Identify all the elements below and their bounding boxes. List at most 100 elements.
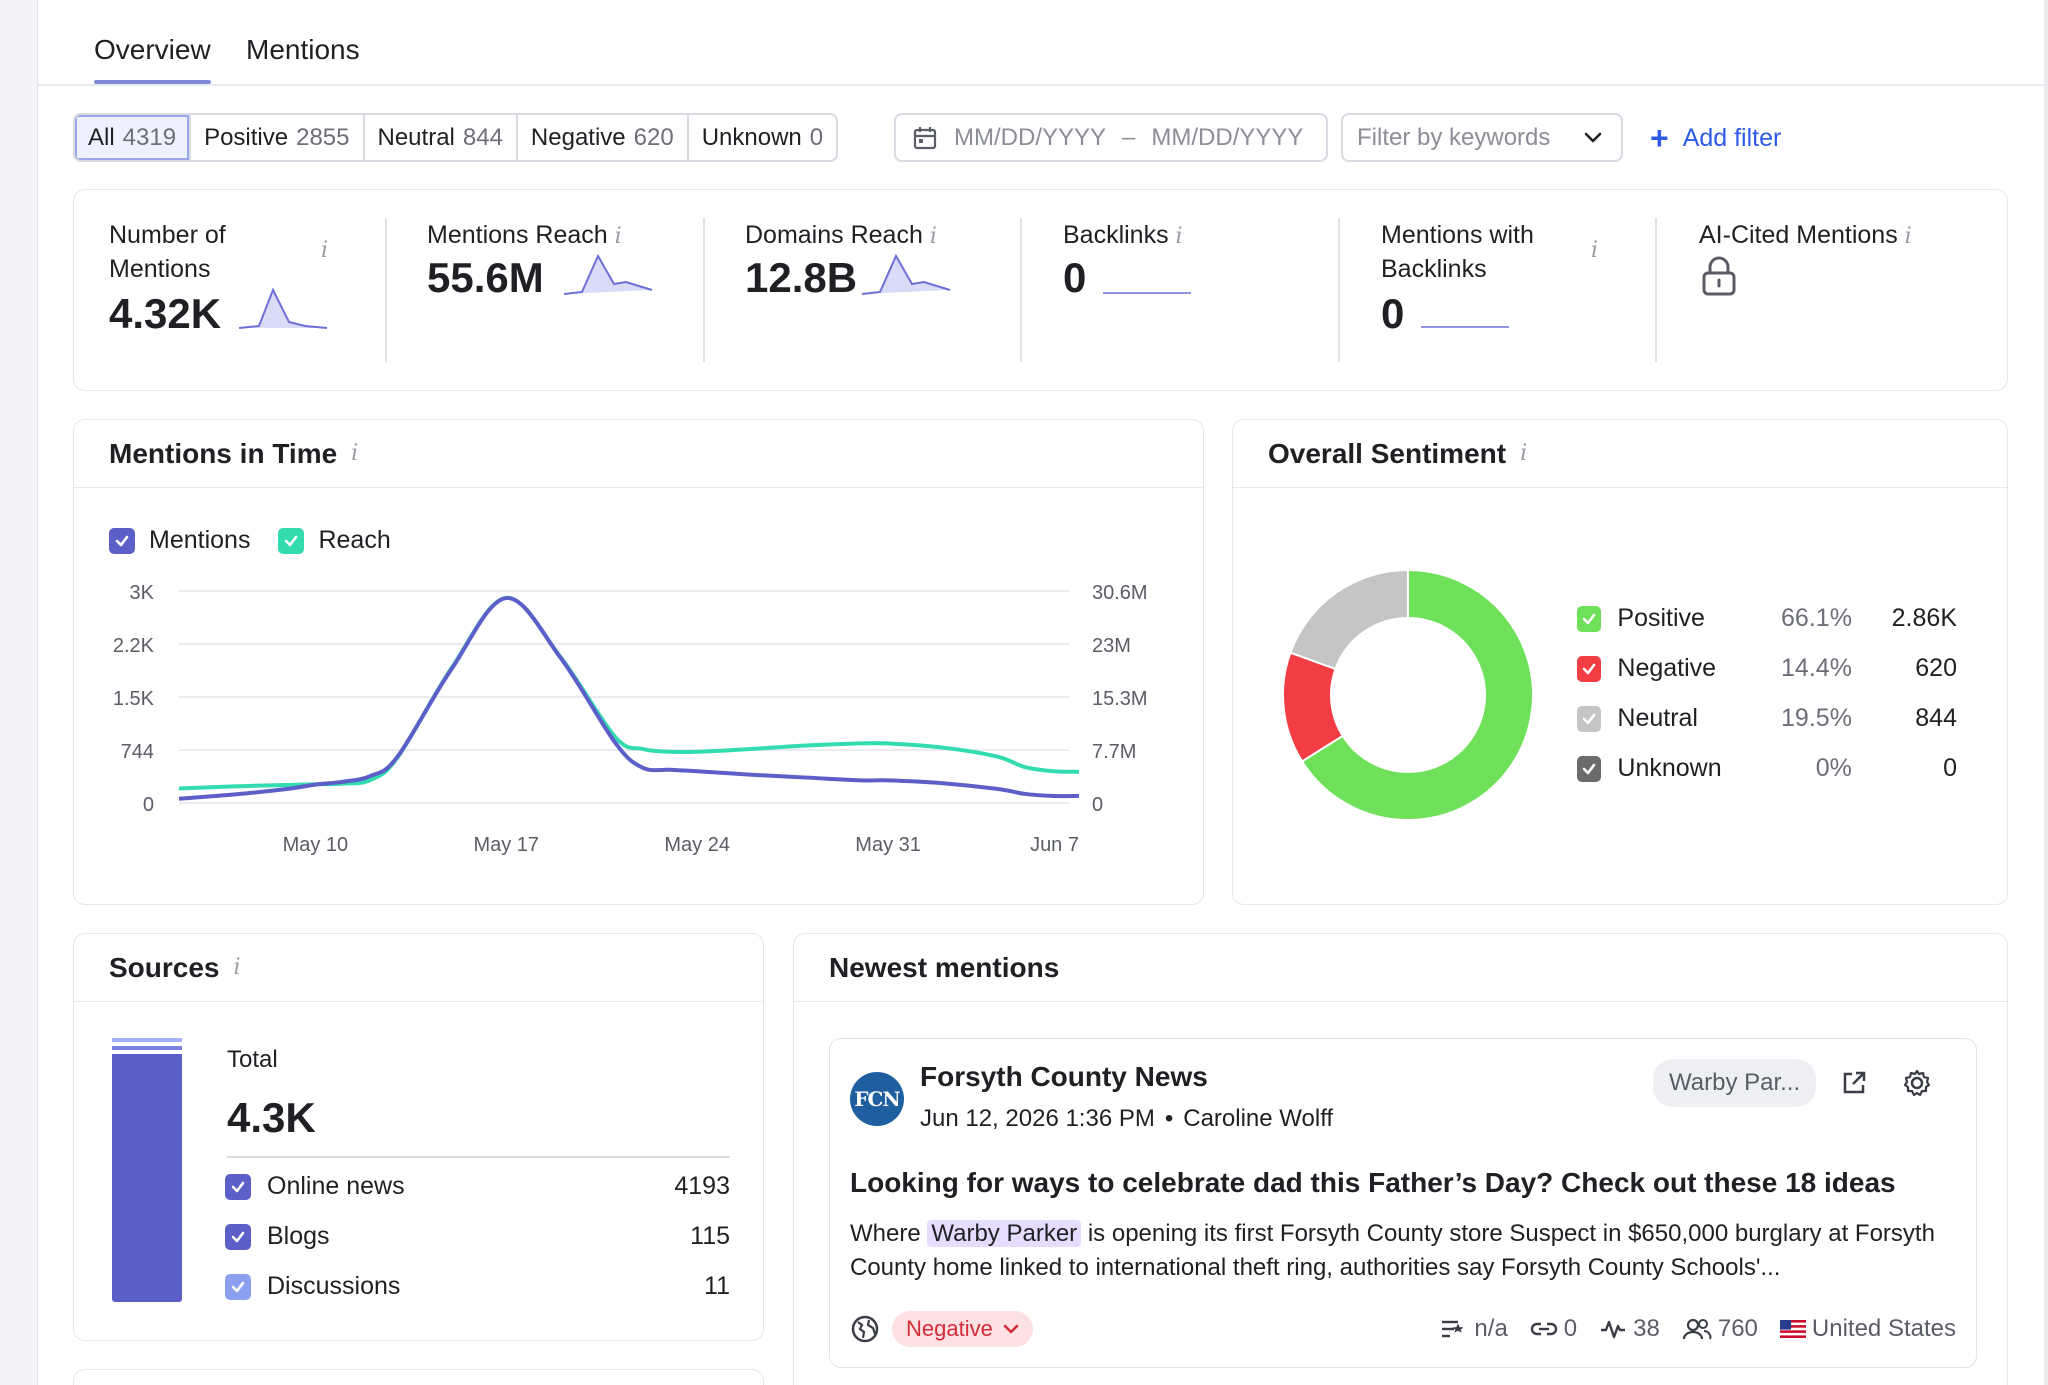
metric-label: Number of Mentions (109, 221, 226, 283)
metric-label: Mentions with Backlinks (1381, 221, 1534, 283)
y-right-tick-label: 7.7M (1092, 741, 1136, 763)
sentiment-legend-unknown[interactable]: Unknown 0% 0 (1577, 754, 1957, 783)
filter-count: 2855 (296, 123, 350, 151)
donut-slice-positive[interactable] (1300, 568, 1534, 821)
legend-mentions[interactable]: Mentions (109, 526, 250, 555)
metrics-card: Number of Mentions i 4.32K Mentions Reac… (73, 189, 2008, 391)
y-left-tick-label: 2.2K (113, 635, 155, 657)
sparkline (564, 253, 653, 295)
filter-neutral[interactable]: Neutral 844 (365, 115, 518, 160)
info-icon[interactable]: i (1591, 238, 1599, 263)
mention-stats: n/a 0 38 760 United States (1440, 1311, 1956, 1347)
sentiment-donut-chart[interactable] (1273, 560, 1543, 830)
filter-positive[interactable]: Positive 2855 (191, 115, 365, 160)
checkbox-checked-icon (1577, 605, 1602, 632)
keyword-filter-placeholder: Filter by keywords (1357, 123, 1551, 151)
stat-activity: 38 (1599, 1315, 1660, 1343)
mention-headline[interactable]: Looking for ways to celebrate dad this F… (850, 1167, 1896, 1198)
bullet-separator: • (1164, 1105, 1174, 1132)
mention-source-name[interactable]: Forsyth County News (920, 1061, 1208, 1092)
gear-icon[interactable] (1902, 1068, 1932, 1098)
sparkline (1103, 292, 1191, 294)
info-icon[interactable]: i (929, 224, 937, 249)
us-flag-icon (1779, 1320, 1806, 1338)
calendar-icon (912, 125, 938, 151)
source-count: 4193 (674, 1172, 730, 1200)
tab-mentions[interactable]: Mentions (246, 34, 360, 65)
source-discussions[interactable]: Discussions 11 (225, 1272, 730, 1301)
sources-card: Sources i Total 4.3K Online news 4193 Bl… (73, 933, 764, 1341)
stat-country: United States (1779, 1315, 1956, 1343)
sources-total-label: Total (227, 1046, 278, 1073)
add-filter-label: Add filter (1682, 123, 1782, 152)
info-icon[interactable]: i (1520, 441, 1528, 466)
sentiment-name: Neutral (1617, 704, 1698, 732)
card-title: Overall Sentiment (1268, 437, 1507, 469)
sentiment-name: Unknown (1617, 754, 1722, 782)
sentiment-legend-negative[interactable]: Negative 14.4% 620 (1577, 654, 1957, 683)
newest-mentions-card: Newest mentions FCN Forsyth County News … (793, 933, 2008, 1385)
date-from-placeholder: MM/DD/YYYY (954, 123, 1107, 151)
filter-count: 0 (809, 123, 824, 151)
overall-sentiment-card: Overall Sentiment i Positive 66.1% 2.86K… (1232, 419, 2008, 905)
info-icon[interactable]: i (351, 441, 359, 466)
checkbox-checked-icon (225, 1173, 251, 1200)
sentiment-percent: 66.1% (1781, 604, 1852, 632)
card-header: Sources i (74, 934, 763, 1002)
source-online-news[interactable]: Online news 4193 (225, 1172, 730, 1201)
bar-segment-blogs (112, 1046, 182, 1050)
legend-reach[interactable]: Reach (278, 526, 391, 555)
sentiment-legend-neutral[interactable]: Neutral 19.5% 844 (1577, 704, 1957, 733)
card-title: Mentions in Time (109, 437, 338, 469)
keyword-tag-label: Warby Par... (1669, 1069, 1801, 1096)
tab-overview[interactable]: Overview (94, 34, 211, 84)
y-left-tick-label: 3K (130, 582, 155, 604)
filter-all[interactable]: All 4319 (75, 115, 192, 160)
filter-negative[interactable]: Negative 620 (518, 115, 689, 160)
stat-rank: n/a (1440, 1315, 1508, 1343)
series-line-mentions[interactable] (178, 596, 1080, 801)
metric-divider (1338, 218, 1340, 362)
mention-meta-line: Jun 12, 2026 1:36 PM • Caroline Wolff (920, 1105, 1333, 1133)
checkbox-checked-icon (1577, 705, 1602, 732)
info-icon[interactable]: i (614, 224, 622, 249)
add-filter-button[interactable]: + Add filter (1650, 120, 1781, 156)
chart-legend: Mentions Reach (109, 526, 391, 555)
card-header: Newest mentions (794, 934, 2007, 1002)
sources-stacked-bar[interactable] (112, 1038, 182, 1302)
info-icon[interactable]: i (233, 955, 241, 980)
metric-backlinks: Backlinks i 0 (1063, 190, 1323, 390)
info-icon[interactable]: i (1904, 224, 1912, 249)
bar-segment-online-news (112, 1054, 182, 1302)
tab-bar: Overview Mentions (38, 0, 2044, 86)
external-link-icon[interactable] (1840, 1069, 1868, 1097)
metric-number-of-mentions: Number of Mentions i 4.32K (109, 190, 339, 390)
sparkline (1421, 326, 1509, 328)
filter-unknown[interactable]: Unknown 0 (689, 115, 836, 160)
lock-icon[interactable] (1701, 256, 1737, 296)
info-icon[interactable]: i (1175, 224, 1183, 249)
metric-divider (385, 218, 387, 362)
donut-slice-neutral[interactable] (1289, 568, 1409, 671)
mention-item[interactable]: FCN Forsyth County News Jun 12, 2026 1:3… (829, 1038, 1977, 1368)
sentiment-name: Positive (1617, 604, 1705, 632)
keyword-tag[interactable]: Warby Par... (1653, 1059, 1817, 1107)
mention-author[interactable]: Caroline Wolff (1183, 1105, 1334, 1132)
metric-label: AI-Cited Mentions i (1699, 218, 1912, 254)
sentiment-percent: 0% (1815, 754, 1852, 782)
sentiment-legend-positive[interactable]: Positive 66.1% 2.86K (1577, 604, 1957, 633)
card-header: Overall Sentiment i (1233, 420, 2007, 488)
line-chart[interactable]: 3K 30.6M 2.2K 23M 1.5K 15.3M 744 7.7M 0 0 May 10 Ma… (74, 488, 1205, 906)
y-right-tick-label: 0 (1092, 794, 1103, 816)
sentiment-count: 0 (1943, 754, 1957, 782)
source-blogs[interactable]: Blogs 115 (225, 1222, 730, 1251)
keyword-filter-dropdown[interactable]: Filter by keywords (1341, 113, 1623, 162)
source-count: 11 (704, 1272, 730, 1300)
scrollbar[interactable] (2044, 0, 2048, 1385)
snippet-text-after: is opening its first Forsyth County stor… (850, 1220, 1935, 1281)
date-range-picker[interactable]: MM/DD/YYYY – MM/DD/YYYY (894, 113, 1328, 162)
sentiment-count: 620 (1915, 654, 1957, 682)
info-icon[interactable]: i (321, 238, 329, 263)
checkbox-checked-icon (225, 1223, 251, 1250)
sentiment-dropdown[interactable]: Negative (892, 1311, 1033, 1347)
